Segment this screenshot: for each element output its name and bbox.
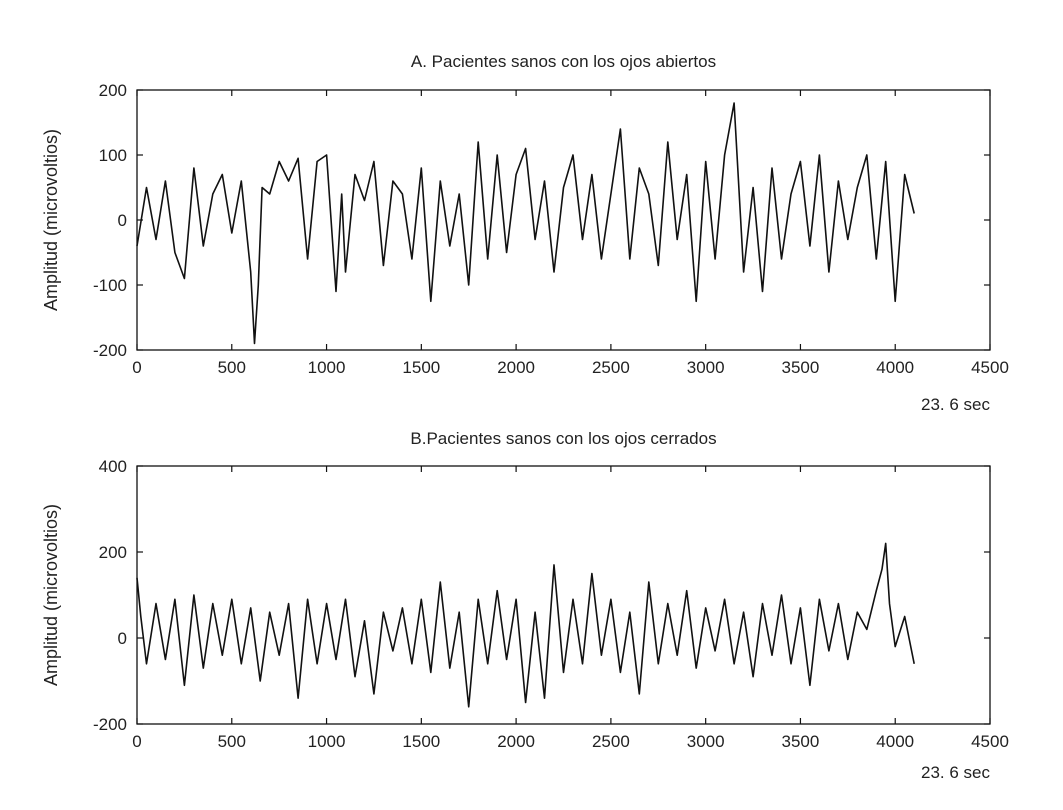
y-tick-label: 200 [99,81,127,100]
x-tick-label: 2500 [592,358,630,377]
x-tick-label: 3000 [687,732,725,751]
plot-frame [136,465,991,725]
chart-title: B.Pacientes sanos con los ojos cerrados [410,429,716,448]
plot-frame [136,89,991,351]
plot-b-eyes-closed: B.Pacientes sanos con los ojos cerrados 0… [41,429,1009,782]
x-tick-label: 3000 [687,358,725,377]
x-tick-label: 2500 [592,732,630,751]
x-tick-label: 2000 [497,732,535,751]
y-tick-label: -200 [93,715,127,734]
chart-title: A. Pacientes sanos con los ojos abiertos [411,52,716,71]
x-axis-label: 23. 6 sec [921,763,990,782]
x-tick-label: 1500 [402,732,440,751]
y-tick-label: 200 [99,543,127,562]
y-tick-label: -200 [93,341,127,360]
x-tick-label: 500 [218,358,246,377]
x-tick-label: 1000 [308,358,346,377]
x-tick-label: 500 [218,732,246,751]
x-tick-label: 4500 [971,732,1009,751]
x-tick-label: 3500 [782,358,820,377]
y-tick-label: 0 [118,211,127,230]
x-tick-label: 1500 [402,358,440,377]
x-axis-label: 23. 6 sec [921,395,990,414]
series-line-0 [136,542,915,708]
y-axis-label: Amplitud (microvoltios) [41,129,61,311]
x-tick-label: 4500 [971,358,1009,377]
series-line-0 [136,102,915,345]
x-tick-label: 1000 [308,732,346,751]
x-tick-label: 4000 [876,732,914,751]
x-tick-label: 3500 [782,732,820,751]
x-tick-label: 4000 [876,358,914,377]
y-tick-label: 0 [118,629,127,648]
plot-a-eyes-open: A. Pacientes sanos con los ojos abiertos… [41,52,1009,414]
y-axis-label: Amplitud (microvoltios) [41,504,61,686]
y-tick-label: 400 [99,457,127,476]
x-tick-label: 0 [132,732,141,751]
y-tick-label: -100 [93,276,127,295]
x-tick-label: 2000 [497,358,535,377]
x-tick-label: 0 [132,358,141,377]
y-tick-label: 100 [99,146,127,165]
